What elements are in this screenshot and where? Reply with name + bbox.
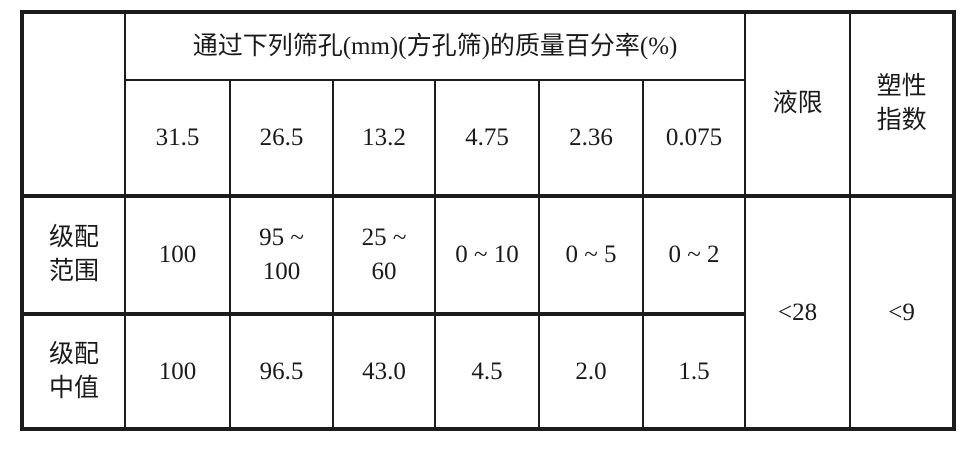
gradation-median-row: 级配 中值 100 96.5 43.0 4.5 2.0 1.5: [21, 312, 954, 430]
plasticity-index-value: <9: [849, 194, 956, 430]
median-value-cell: 4.5: [434, 312, 540, 430]
median-value-cell: 2.0: [538, 312, 644, 430]
liquid-limit-value: <28: [744, 194, 852, 430]
corner-cell: [21, 11, 126, 197]
sieve-size-cell: 4.75: [434, 79, 540, 197]
range-value-cell: 0 ~ 2: [641, 194, 747, 315]
header-row-top: 通过下列筛孔(mm)(方孔筛)的质量百分率(%) 液限 塑性 指数: [21, 11, 956, 197]
sieve-size-cell: 31.5: [124, 79, 231, 197]
range-value-cell: 25 ~ 60: [332, 194, 436, 315]
sieve-size-cell: 26.5: [229, 79, 334, 197]
passing-percentage-header: 通过下列筛孔(mm)(方孔筛)的质量百分率(%): [123, 11, 747, 81]
range-value-cell: 95 ~ 100: [229, 194, 334, 315]
range-value-cell: 0 ~ 5: [538, 194, 644, 315]
row-label-gradation-median: 级配 中值: [21, 312, 126, 430]
header-row-sieve-sizes: 31.5 26.5 13.2 4.75 2.36 0.075: [22, 79, 954, 197]
sieve-size-cell: 0.075: [641, 79, 747, 197]
sieve-size-cell: 13.2: [332, 79, 436, 197]
gradation-spec-table: 通过下列筛孔(mm)(方孔筛)的质量百分率(%) 液限 塑性 指数 31.5 2…: [20, 10, 957, 431]
gradation-range-row: 级配 范围 100 95 ~ 100 25 ~ 60 0 ~ 10 0 ~ 5 …: [21, 194, 956, 430]
sieve-size-cell: 2.36: [538, 79, 644, 197]
plasticity-index-header: 塑性 指数: [849, 11, 956, 197]
liquid-limit-header: 液限: [744, 11, 852, 197]
median-value-cell: 100: [124, 312, 231, 430]
median-value-cell: 96.5: [229, 312, 334, 430]
row-label-gradation-range: 级配 范围: [21, 194, 126, 315]
range-value-cell: 0 ~ 10: [434, 194, 540, 315]
median-value-cell: 1.5: [641, 312, 747, 430]
range-value-cell: 100: [124, 194, 231, 315]
median-value-cell: 43.0: [332, 312, 436, 430]
